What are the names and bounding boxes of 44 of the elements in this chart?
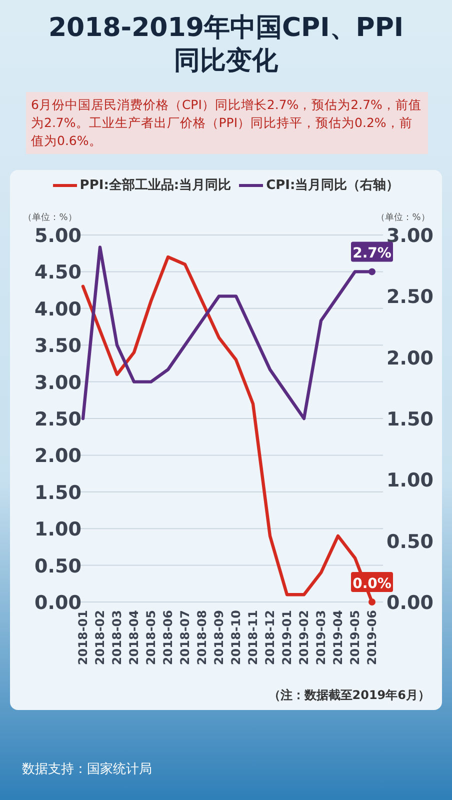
y2-tick-label: 2.00	[386, 347, 434, 370]
y2-tick-label: 2.50	[386, 286, 434, 308]
x-tick-label: 2018-11	[246, 610, 260, 666]
y-tick-label: 0.50	[34, 555, 82, 578]
x-tick-label: 2018-08	[195, 610, 209, 666]
y2-tick-label: 0.00	[386, 592, 434, 614]
x-tick-label: 2019-06	[365, 610, 379, 666]
legend-label: PPI:全部工业品:当月同比	[78, 178, 232, 193]
legend-label: CPI:当月同比（右轴）	[265, 178, 400, 193]
y-tick-label: 2.00	[34, 445, 82, 468]
x-tick-label: 2018-03	[110, 610, 124, 666]
x-tick-label: 2019-01	[280, 610, 294, 666]
y-tick-label: 3.50	[34, 335, 82, 358]
y2-tick-label: 1.50	[386, 408, 434, 430]
x-tick-label: 2018-02	[93, 610, 107, 666]
y-tick-label: 4.00	[34, 298, 82, 320]
text: 数据支持：国家统计局	[22, 761, 152, 778]
y2-tick-label: 1.00	[386, 470, 434, 492]
x-tick-label: 2019-05	[348, 610, 362, 666]
x-tick-label: 2019-03	[314, 610, 328, 666]
x-tick-label: 2018-06	[161, 610, 175, 666]
y-tick-label: 1.00	[34, 518, 82, 541]
chart-title: 2018-2019年中国CPI、PPI 同比变化	[47, 12, 405, 78]
data-label: 2.7%	[352, 246, 392, 262]
x-tick-label: 2018-05	[144, 610, 158, 666]
y-tick-label: 3.00	[34, 372, 82, 394]
text: （注：数据截至2019年6月）	[268, 687, 430, 704]
y2-axis-title: （单位：%）	[376, 212, 430, 223]
y-tick-label: 4.50	[34, 262, 82, 284]
y-tick-label: 2.50	[34, 408, 82, 430]
y2-tick-label: 0.50	[386, 530, 434, 553]
x-tick-label: 2018-12	[263, 610, 277, 666]
data-label: 0.0%	[352, 576, 392, 592]
y2-tick-label: 3.00	[386, 225, 434, 247]
chart-subtitle: 6月份中国居民消费价格（CPI）同比增长2.7%，预估为2.7%，前值为2.7%。工业生产者出厂价格（PPI）同比持平，预估为0.2%，前值为0.6%。	[26, 92, 428, 154]
x-tick-label: 2018-04	[127, 610, 141, 666]
x-tick-label: 2018-10	[229, 610, 243, 666]
x-tick-label: 2018-09	[212, 610, 226, 666]
x-tick-label: 2019-02	[297, 610, 311, 666]
x-tick-label: 2019-04	[331, 610, 345, 666]
y-tick-label: 1.50	[34, 482, 82, 504]
x-tick-label: 2018-07	[178, 610, 192, 666]
y-axis-title: （单位：%）	[23, 212, 77, 223]
y-tick-label: 5.00	[34, 225, 82, 247]
